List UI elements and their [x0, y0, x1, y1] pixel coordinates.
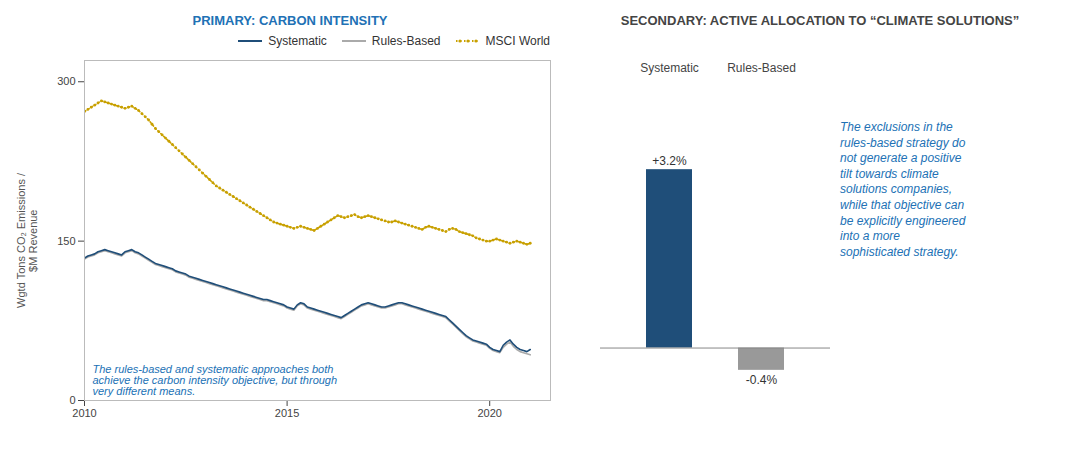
html-text:Wgtd Tons CO₂ Emissions / $M R: Wgtd Tons CO₂ Emissions / $M Revenue — [15, 172, 39, 308]
svg-text:Systematic: Systematic — [640, 61, 699, 75]
svg-text:150: 150 — [57, 235, 75, 247]
svg-text:The rules-based and systematic: The rules-based and systematic approache… — [93, 363, 338, 397]
html-text:PRIMARY: CARBON INTENSITY: PRIMARY: CARBON INTENSITY — [192, 13, 388, 28]
svg-text:-0.4%: -0.4% — [746, 373, 778, 387]
svg-text:0: 0 — [69, 394, 75, 406]
html-text:MSCI World: MSCI World — [485, 34, 550, 48]
html-text:SECONDARY: ACTIVE ALLOCATION T: SECONDARY: ACTIVE ALLOCATION TO “CLIMATE… — [620, 13, 1020, 28]
svg-text:+3.2%: +3.2% — [652, 154, 687, 168]
html-text:Rules-Based: Rules-Based — [371, 34, 441, 48]
svg-text:Rules-Based: Rules-Based — [727, 61, 796, 75]
html-text:The exclusions in the rules-ba: The exclusions in the rules-based strate… — [840, 120, 966, 259]
html-text:Systematic: Systematic — [268, 34, 327, 48]
svg-text:300: 300 — [57, 75, 75, 87]
svg-text:2020: 2020 — [477, 407, 501, 419]
svg-text:2010: 2010 — [72, 407, 96, 419]
svg-text:2015: 2015 — [275, 407, 299, 419]
